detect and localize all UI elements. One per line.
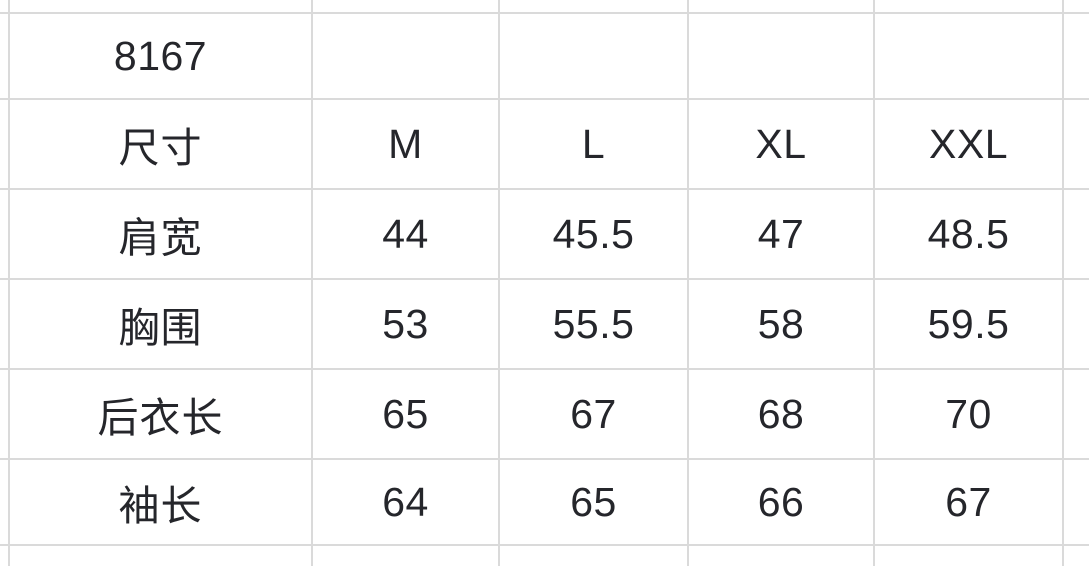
partial-top-cell [313,0,498,12]
edge-right-cell [1064,100,1089,188]
edge-right-cell [1064,14,1089,98]
measurement-label-cell: 后衣长 [10,370,311,458]
empty-cell [313,14,498,98]
measurement-value-cell: 65 [500,460,687,544]
edge-right-cell [1064,280,1089,368]
style-code-cell: 8167 [10,14,311,98]
empty-cell [875,14,1062,98]
measurement-value-cell: 58 [689,280,873,368]
edge-left-cell [0,14,8,98]
edge-left-cell [0,280,8,368]
measurement-value-cell: 70 [875,370,1062,458]
measurement-value-cell: 64 [313,460,498,544]
measurement-label-cell: 肩宽 [10,190,311,278]
partial-top-cell [875,0,1062,12]
partial-bottom-cell [875,546,1062,566]
measurement-value-cell: 67 [500,370,687,458]
header-size-xxl-cell: XXL [875,100,1062,188]
partial-bottom-cell [313,546,498,566]
partial-top-cell [0,0,8,12]
partial-top-cell [1064,0,1089,12]
empty-cell [689,14,873,98]
partial-bottom-cell [1064,546,1089,566]
partial-top-cell [689,0,873,12]
partial-bottom-cell [689,546,873,566]
edge-left-cell [0,370,8,458]
empty-cell [500,14,687,98]
measurement-value-cell: 44 [313,190,498,278]
edge-right-cell [1064,190,1089,278]
partial-top-cell [10,0,311,12]
partial-top-cell [500,0,687,12]
partial-bottom-cell [0,546,8,566]
edge-right-cell [1064,370,1089,458]
measurement-label-cell: 袖长 [10,460,311,544]
edge-left-cell [0,460,8,544]
measurement-value-cell: 66 [689,460,873,544]
measurement-value-cell: 65 [313,370,498,458]
edge-right-cell [1064,460,1089,544]
measurement-value-cell: 48.5 [875,190,1062,278]
header-size-xl-cell: XL [689,100,873,188]
measurement-label-cell: 胸围 [10,280,311,368]
measurement-value-cell: 67 [875,460,1062,544]
header-size-label-cell: 尺寸 [10,100,311,188]
measurement-value-cell: 68 [689,370,873,458]
edge-left-cell [0,100,8,188]
edge-left-cell [0,190,8,278]
header-size-m-cell: M [313,100,498,188]
measurement-value-cell: 59.5 [875,280,1062,368]
header-size-l-cell: L [500,100,687,188]
measurement-value-cell: 45.5 [500,190,687,278]
measurement-value-cell: 53 [313,280,498,368]
partial-bottom-cell [500,546,687,566]
measurement-value-cell: 55.5 [500,280,687,368]
partial-bottom-cell [10,546,311,566]
measurement-value-cell: 47 [689,190,873,278]
